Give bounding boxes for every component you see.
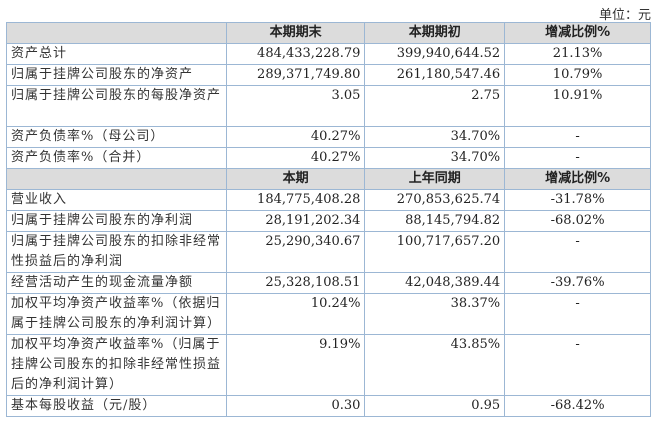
table-row: 资产负债率%（母公司） 40.27% 34.70% - [6, 126, 651, 148]
prior-value: 34.70% [364, 147, 506, 169]
header-cell [6, 168, 227, 190]
change-value: 10.79% [504, 64, 651, 86]
table-row: 归属于挂牌公司股东的每股净资产 3.05 2.75 10.91% [6, 85, 651, 127]
row-label: 归属于挂牌公司股东的每股净资产 [6, 85, 227, 127]
header-cell [6, 22, 227, 44]
change-value: -39.76% [504, 272, 651, 294]
row-label: 资产负债率%（合并） [6, 147, 227, 169]
header-cell: 增减比例% [504, 168, 651, 190]
row-label: 营业收入 [6, 189, 227, 211]
row-label: 归属于挂牌公司股东的净利润 [6, 210, 227, 232]
current-value: 28,191,202.34 [225, 210, 366, 232]
row-label: 归属于挂牌公司股东的扣除非经常性损益后的净利润 [6, 231, 227, 273]
row-label: 基本每股收益（元/股） [6, 395, 227, 417]
change-value: - [504, 293, 651, 335]
row-label: 归属于挂牌公司股东的净资产 [6, 64, 227, 86]
table-row: 归属于挂牌公司股东的净利润 28,191,202.34 88,145,794.8… [6, 210, 651, 232]
header-cell: 上年同期 [364, 168, 506, 190]
header-row-income: 本期 上年同期 增减比例% [6, 168, 651, 190]
prior-value: 0.95 [364, 395, 506, 417]
table-row: 归属于挂牌公司股东的扣除非经常性损益后的净利润 25,290,340.67 10… [6, 231, 651, 273]
row-label: 加权平均净资产收益率%（依据归属于挂牌公司股东的净利润计算） [6, 293, 227, 335]
change-value: 10.91% [504, 85, 651, 127]
table-row: 资产总计 484,433,228.79 399,940,644.52 21.13… [6, 43, 651, 65]
current-value: 3.05 [225, 85, 366, 127]
header-cell: 本期期初 [364, 22, 506, 44]
prior-value: 88,145,794.82 [364, 210, 506, 232]
change-value: -68.42% [504, 395, 651, 417]
unit-label: 单位：元 [598, 8, 651, 23]
table-row: 营业收入 184,775,408.28 270,853,625.74 -31.7… [6, 189, 651, 211]
change-value: - [504, 126, 651, 148]
financial-summary-table: 本期期末 本期期初 增减比例% 资产总计 484,433,228.79 399,… [6, 22, 651, 417]
table-row: 资产负债率%（合并） 40.27% 34.70% - [6, 147, 651, 169]
current-value: 25,290,340.67 [225, 231, 366, 273]
current-value: 0.30 [225, 395, 366, 417]
row-label: 经营活动产生的现金流量净额 [6, 272, 227, 294]
current-value: 484,433,228.79 [225, 43, 366, 65]
table-row: 基本每股收益（元/股） 0.30 0.95 -68.42% [6, 395, 651, 417]
table-row: 经营活动产生的现金流量净额 25,328,108.51 42,048,389.4… [6, 272, 651, 294]
current-value: 10.24% [225, 293, 366, 335]
current-value: 289,371,749.80 [225, 64, 366, 86]
prior-value: 34.70% [364, 126, 506, 148]
prior-value: 43.85% [364, 334, 506, 396]
prior-value: 399,940,644.52 [364, 43, 506, 65]
prior-value: 2.75 [364, 85, 506, 127]
row-label: 加权平均净资产收益率%（归属于挂牌公司股东的扣除非经常性损益后的净利润计算） [6, 334, 227, 396]
current-value: 40.27% [225, 147, 366, 169]
change-value: - [504, 231, 651, 273]
change-value: 21.13% [504, 43, 651, 65]
change-value: -68.02% [504, 210, 651, 232]
prior-value: 100,717,657.20 [364, 231, 506, 273]
table-row: 归属于挂牌公司股东的净资产 289,371,749.80 261,180,547… [6, 64, 651, 86]
header-cell: 本期期末 [225, 22, 366, 44]
current-value: 25,328,108.51 [225, 272, 366, 294]
table-row: 加权平均净资产收益率%（归属于挂牌公司股东的扣除非经常性损益后的净利润计算） 9… [6, 334, 651, 396]
table-row: 加权平均净资产收益率%（依据归属于挂牌公司股东的净利润计算） 10.24% 38… [6, 293, 651, 335]
prior-value: 261,180,547.46 [364, 64, 506, 86]
change-value: -31.78% [504, 189, 651, 211]
change-value: - [504, 334, 651, 396]
prior-value: 42,048,389.44 [364, 272, 506, 294]
row-label: 资产负债率%（母公司） [6, 126, 227, 148]
header-cell: 本期 [225, 168, 366, 190]
prior-value: 38.37% [364, 293, 506, 335]
current-value: 40.27% [225, 126, 366, 148]
prior-value: 270,853,625.74 [364, 189, 506, 211]
header-row-balance: 本期期末 本期期初 增减比例% [6, 22, 651, 44]
current-value: 184,775,408.28 [225, 189, 366, 211]
change-value: - [504, 147, 651, 169]
header-cell: 增减比例% [504, 22, 651, 44]
row-label: 资产总计 [6, 43, 227, 65]
current-value: 9.19% [225, 334, 366, 396]
